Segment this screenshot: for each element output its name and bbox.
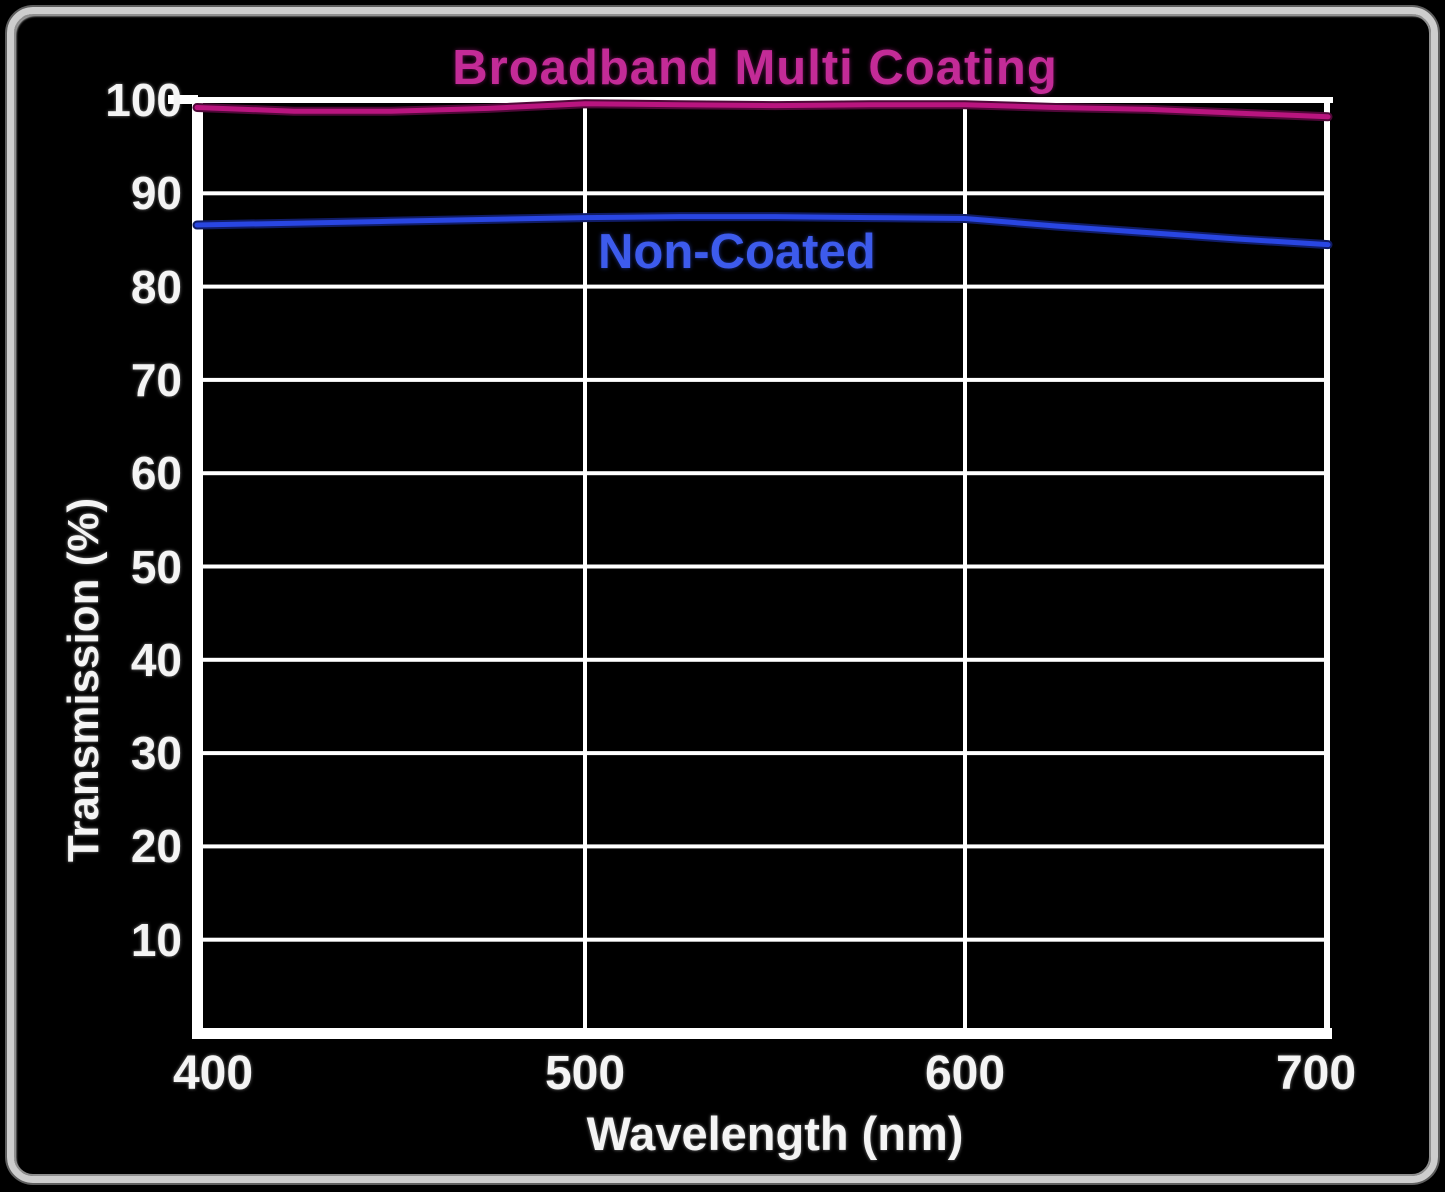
y-tick-label: 100 <box>105 74 182 126</box>
x-tick-label: 500 <box>544 1047 626 1100</box>
y-tick-label: 40 <box>130 633 182 686</box>
y-tick-label: 30 <box>130 727 182 780</box>
x-tick-label: 700 <box>1275 1047 1357 1100</box>
x-axis-title: Wavelength (nm) <box>586 1107 964 1160</box>
series-line-broadband-multi-coating <box>194 101 1331 120</box>
y-tick-label: 70 <box>130 353 182 406</box>
y-tick-label: 10 <box>130 913 182 966</box>
y-axis-line <box>192 97 203 1039</box>
x-tick-label: 600 <box>924 1047 1006 1100</box>
gridline-horizontal <box>197 471 1328 476</box>
y-axis-tick-100-marker <box>168 95 198 104</box>
chart-title: Broadband Multi Coating <box>452 41 1058 95</box>
gridline-horizontal <box>197 844 1328 849</box>
series-label-non-coated: Non-Coated <box>598 225 876 279</box>
plot-border-right <box>1324 97 1330 1032</box>
gridline-horizontal <box>197 191 1328 196</box>
gridline-horizontal <box>197 657 1328 662</box>
series-line-non-coated <box>194 214 1331 248</box>
y-tick-label: 80 <box>130 260 182 313</box>
gridline-horizontal <box>197 937 1328 942</box>
gridline-horizontal <box>197 564 1328 569</box>
y-tick-label: 60 <box>130 447 182 500</box>
gridline-horizontal <box>197 751 1328 756</box>
gridline-horizontal <box>197 284 1328 289</box>
y-tick-label: 50 <box>130 540 182 593</box>
y-tick-label: 20 <box>130 820 182 873</box>
y-tick-label: 90 <box>130 167 182 220</box>
x-tick-label: 400 <box>172 1047 254 1100</box>
plot-border-top <box>192 97 1333 103</box>
x-axis-line <box>192 1028 1332 1039</box>
gridline-horizontal <box>197 377 1328 382</box>
